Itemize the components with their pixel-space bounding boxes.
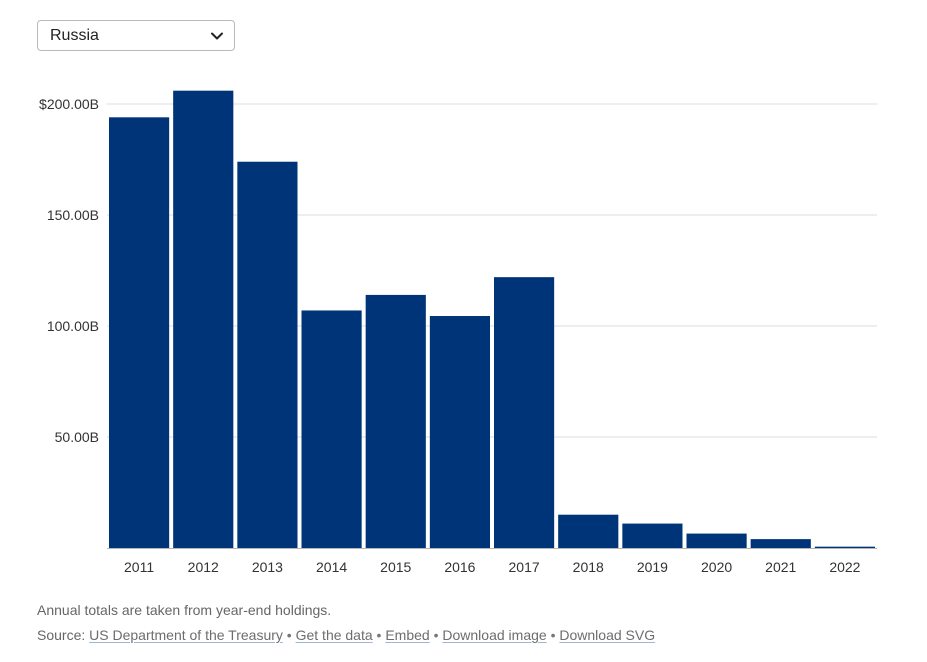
download-image-link[interactable]: Download image — [442, 627, 547, 643]
x-tick-label: 2017 — [509, 559, 540, 575]
bars — [109, 90, 875, 549]
bar-2019[interactable] — [622, 523, 683, 548]
x-tick-label: 2016 — [444, 559, 475, 575]
embed-link[interactable]: Embed — [385, 627, 430, 643]
chart-note: Annual totals are taken from year-end ho… — [37, 602, 332, 618]
country-select[interactable]: Russia — [37, 20, 235, 51]
chevron-down-icon — [211, 32, 223, 39]
separator: • — [546, 627, 560, 643]
source-prefix: Source: — [37, 627, 90, 643]
y-axis: $200.00B 150.00B 100.00B 50.00B — [39, 96, 99, 445]
bar-2017[interactable] — [494, 277, 555, 548]
x-tick-label: 2019 — [637, 559, 668, 575]
x-tick-label: 2014 — [316, 559, 347, 575]
gridlines — [107, 103, 877, 438]
bar-2011[interactable] — [109, 117, 170, 548]
x-tick-label: 2018 — [573, 559, 604, 575]
y-tick-label: 150.00B — [47, 207, 99, 223]
get-data-link[interactable]: Get the data — [295, 627, 373, 643]
x-tick-label: 2011 — [124, 559, 154, 575]
x-tick-label: 2012 — [188, 559, 219, 575]
source-line: Source: US Department of the Treasury • … — [37, 627, 655, 643]
country-select-value: Russia — [50, 26, 99, 44]
bar-2020[interactable] — [686, 533, 747, 548]
y-tick-label: $200.00B — [39, 96, 99, 112]
bar-2021[interactable] — [750, 539, 811, 548]
x-tick-label: 2015 — [380, 559, 411, 575]
bar-2018[interactable] — [558, 514, 619, 548]
bar-2012[interactable] — [173, 90, 234, 549]
x-tick-label: 2022 — [829, 559, 860, 575]
separator: • — [282, 627, 296, 643]
source-link[interactable]: US Department of the Treasury — [89, 627, 283, 643]
bar-2022[interactable] — [814, 546, 875, 548]
download-svg-link[interactable]: Download SVG — [559, 627, 656, 643]
x-tick-labels: 2011 2012 2013 2014 2015 2016 2017 2018 2019 2020… — [124, 559, 861, 575]
bar-2016[interactable] — [429, 316, 490, 548]
bar-2014[interactable] — [301, 310, 362, 548]
x-tick-label: 2020 — [701, 559, 732, 575]
y-tick-label: 100.00B — [47, 318, 99, 334]
x-tick-label: 2013 — [252, 559, 283, 575]
bar-2015[interactable] — [365, 294, 426, 548]
separator: • — [429, 627, 443, 643]
y-tick-label: 50.00B — [55, 429, 99, 445]
x-tick-label: 2021 — [765, 559, 796, 575]
separator: • — [372, 627, 386, 643]
bar-2013[interactable] — [237, 161, 298, 548]
